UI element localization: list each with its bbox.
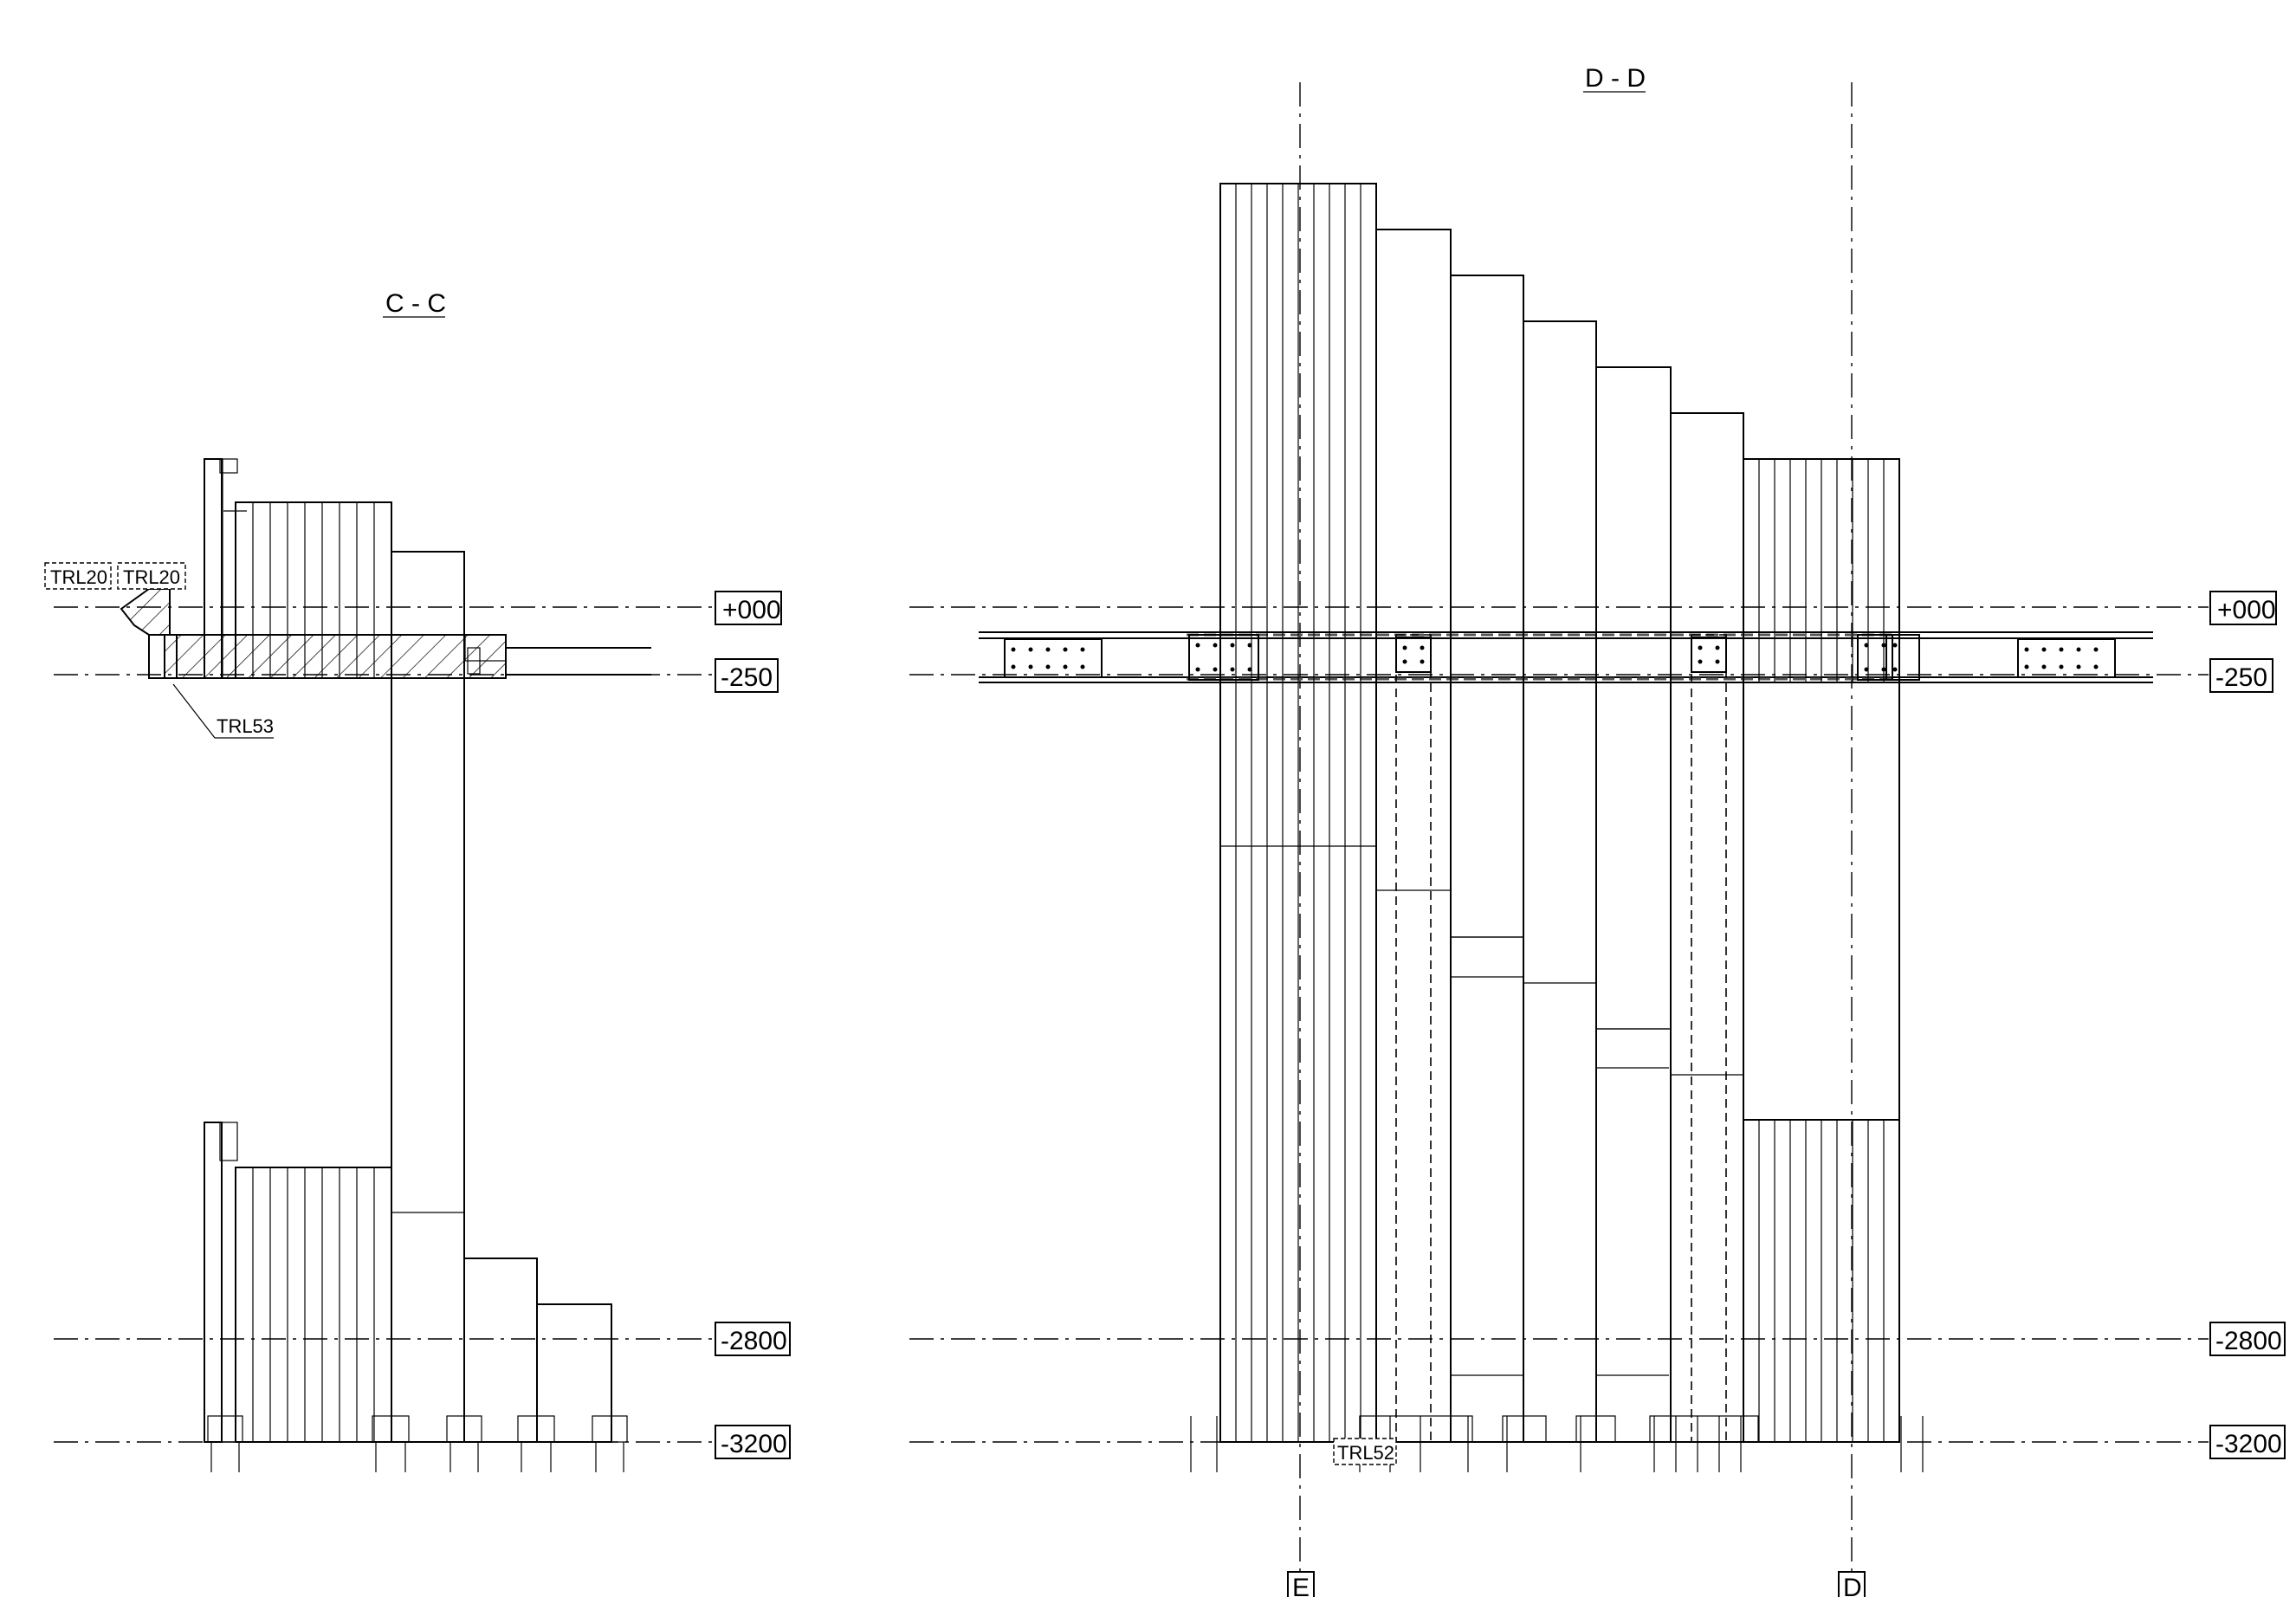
svg-text:TRL20: TRL20: [50, 566, 107, 588]
section-title-dd: D - D: [1583, 64, 1646, 93]
level-marker-cc-3200: -3200: [715, 1425, 791, 1459]
svg-text:-250: -250: [2215, 663, 2267, 692]
svg-text:-3200: -3200: [721, 1430, 787, 1458]
svg-text:E: E: [1292, 1574, 1310, 1597]
section-dd: [979, 82, 2153, 1572]
level-marker-dd-2800: -2800: [2209, 1322, 2286, 1356]
level-marker-dd-250: -250: [2209, 658, 2273, 693]
tag-trl20-b: TRL20: [117, 562, 186, 590]
level-marker-dd-000: +000: [2209, 591, 2277, 625]
tag-trl53: TRL53: [172, 683, 274, 739]
level-marker-dd-3200: -3200: [2209, 1425, 2286, 1459]
tag-trl20-a: TRL20: [44, 562, 112, 590]
svg-text:TRL52: TRL52: [1337, 1442, 1394, 1464]
level-lines: [54, 606, 2209, 1443]
svg-text:TRL53: TRL53: [217, 715, 274, 737]
tag-trl52: TRL52: [1333, 1438, 1397, 1465]
level-marker-cc-250: -250: [715, 658, 779, 693]
svg-text:+000: +000: [722, 596, 781, 624]
svg-text:D - D: D - D: [1585, 64, 1646, 93]
svg-text:D: D: [1843, 1574, 1862, 1597]
grid-label-d: D: [1838, 1571, 1866, 1597]
svg-text:-250: -250: [721, 663, 773, 692]
section-cc: [120, 458, 651, 1472]
svg-text:C - C: C - C: [385, 289, 446, 318]
level-marker-cc-2800: -2800: [715, 1322, 791, 1356]
section-title-cc: C - C: [383, 289, 446, 318]
svg-text:-3200: -3200: [2215, 1430, 2282, 1458]
grid-label-e: E: [1287, 1571, 1315, 1597]
level-marker-cc-000: +000: [715, 591, 782, 625]
svg-text:-2800: -2800: [721, 1327, 787, 1355]
svg-text:+000: +000: [2217, 596, 2276, 624]
svg-text:TRL20: TRL20: [123, 566, 180, 588]
svg-text:-2800: -2800: [2215, 1327, 2282, 1355]
